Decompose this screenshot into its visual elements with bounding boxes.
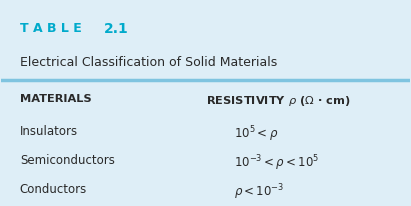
Text: 2.1: 2.1	[104, 22, 128, 36]
Text: T A B L E: T A B L E	[20, 22, 81, 35]
Text: Insulators: Insulators	[20, 125, 78, 138]
Text: $10^5 < \rho$: $10^5 < \rho$	[234, 125, 279, 144]
Text: Semiconductors: Semiconductors	[20, 154, 115, 167]
Text: $10^{-3} < \rho < 10^5$: $10^{-3} < \rho < 10^5$	[234, 154, 319, 173]
Text: Electrical Classification of Solid Materials: Electrical Classification of Solid Mater…	[20, 56, 277, 69]
Text: Conductors: Conductors	[20, 183, 87, 196]
Text: $\rho < 10^{-3}$: $\rho < 10^{-3}$	[234, 183, 284, 202]
Text: MATERIALS: MATERIALS	[20, 95, 91, 104]
Text: RESISTIVITY $\rho$ ($\Omega$ · cm): RESISTIVITY $\rho$ ($\Omega$ · cm)	[206, 95, 350, 109]
